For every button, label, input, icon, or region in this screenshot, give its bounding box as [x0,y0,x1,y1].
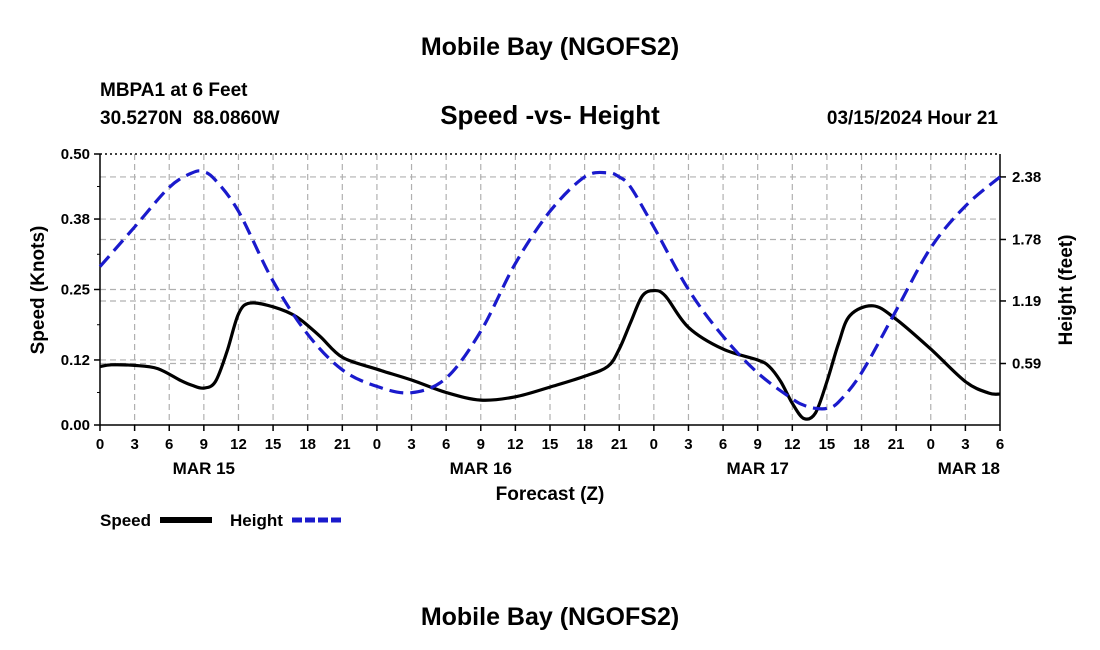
x-tick-label: 3 [684,436,692,453]
x-tick-label: 18 [853,436,870,453]
date-label: MAR 15 [173,459,235,478]
x-tick-label: 21 [334,436,351,453]
x-tick-label: 3 [961,436,969,453]
y-axis-right-label: Height (feet) [1056,235,1077,346]
y-left-tick-label: 0.50 [61,146,90,163]
x-tick-label: 9 [200,436,208,453]
x-tick-label: 21 [888,436,905,453]
x-tick-label: 6 [442,436,450,453]
x-tick-label: 18 [299,436,316,453]
y-right-tick-label: 1.19 [1012,293,1041,310]
x-tick-label: 0 [927,436,935,453]
x-tick-label: 3 [130,436,138,453]
chart-title: Speed -vs- Height [440,100,660,130]
x-tick-label: 9 [754,436,762,453]
x-tick-label: 15 [819,436,836,453]
x-tick-label: 21 [611,436,628,453]
y-right-tick-label: 2.38 [1012,169,1041,186]
x-tick-label: 15 [542,436,559,453]
height-series-line [98,169,1002,411]
axes: 0 3 6 9 12 15 18 21 0 3 6 9 12 15 18 21 0 3 6 9 12 15 18 21 0 3 6 0… [61,146,1041,478]
grid-lines [100,154,1000,425]
station-coords: 30.5270N 88.0860W [100,108,280,129]
x-tick-label: 18 [576,436,593,453]
y-left-tick-label: 0.00 [61,417,90,434]
station-name: MBPA1 at 6 Feet [100,80,248,101]
legend: Speed Height [100,511,342,530]
x-tick-label: 0 [373,436,381,453]
x-tick-label: 9 [477,436,485,453]
x-tick-label: 6 [719,436,727,453]
y-right-tick-label: 1.78 [1012,231,1041,248]
x-tick-label: 15 [265,436,282,453]
date-label: MAR 17 [727,459,789,478]
y-axis-left-label: Speed (Knots) [28,226,49,355]
date-label: MAR 18 [938,459,1000,478]
forecast-timestamp: 03/15/2024 Hour 21 [827,108,999,129]
x-tick-label: 6 [165,436,173,453]
date-label: MAR 16 [450,459,512,478]
x-tick-label: 12 [507,436,524,453]
x-axis-label: Forecast (Z) [496,484,605,505]
x-tick-label: 0 [650,436,658,453]
legend-height-label: Height [230,511,283,530]
x-tick-label: 0 [96,436,104,453]
x-tick-label: 3 [407,436,415,453]
x-tick-label: 12 [784,436,801,453]
x-tick-label: 6 [996,436,1004,453]
page-title-top: Mobile Bay (NGOFS2) [421,33,679,61]
x-tick-label: 12 [230,436,247,453]
series-lines [98,169,1002,421]
page-title-bottom: Mobile Bay (NGOFS2) [421,603,679,631]
legend-speed-label: Speed [100,511,151,530]
y-left-tick-label: 0.12 [61,352,90,369]
speed-series-line [99,288,1001,421]
y-left-tick-label: 0.25 [61,282,90,299]
y-right-tick-label: 0.59 [1012,356,1041,373]
y-left-tick-label: 0.38 [61,211,90,228]
